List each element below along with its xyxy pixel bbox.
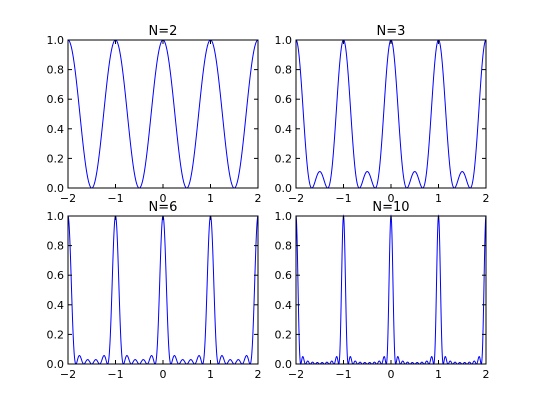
x-tick-label: 1 xyxy=(207,368,214,381)
y-tick-label: 0.6 xyxy=(275,93,293,106)
y-tick-label: 0.0 xyxy=(275,358,293,371)
subplot-title: N=6 xyxy=(149,200,178,215)
y-tick-label: 0.6 xyxy=(275,269,293,282)
x-tick-label: −2 xyxy=(288,192,304,205)
x-tick-label: 0 xyxy=(160,368,167,381)
y-tick-label: 1.0 xyxy=(275,34,293,47)
x-tick-label: 2 xyxy=(255,368,262,381)
subplot-n2: N=2 −2 −1 0 1 2 0.0 0.2 0.4 0.6 0.8 1.0 xyxy=(47,24,262,205)
axes-frame xyxy=(67,39,259,189)
y-tick-label: 0.8 xyxy=(275,64,293,77)
subplot-n3: N=3 −2 −1 0 1 2 0.0 0.2 0.4 0.6 0.8 1.0 xyxy=(275,24,490,205)
y-tick-label: 1.0 xyxy=(275,210,293,223)
x-tick-label: 1 xyxy=(435,368,442,381)
x-tick-label: −1 xyxy=(107,192,123,205)
y-tick-label: 0.4 xyxy=(47,123,65,136)
x-tick-label: 0 xyxy=(388,192,395,205)
x-tick-label: −2 xyxy=(60,368,76,381)
y-tick-label: 0.2 xyxy=(47,152,65,165)
y-tick-label: 0.8 xyxy=(47,64,65,77)
y-tick-label: 0.0 xyxy=(47,182,65,195)
axes-frame xyxy=(295,39,487,189)
x-tick-label: −1 xyxy=(335,368,351,381)
x-tick-label: 2 xyxy=(483,368,490,381)
y-tick-label: 0.8 xyxy=(275,240,293,253)
x-tick-label: −2 xyxy=(60,192,76,205)
series-line xyxy=(295,39,487,189)
axes-frame xyxy=(295,215,487,365)
x-tick-label: 1 xyxy=(435,192,442,205)
y-tick-label: 1.0 xyxy=(47,34,65,47)
subplot-title: N=2 xyxy=(149,24,178,39)
y-tick-label: 0.0 xyxy=(47,358,65,371)
x-tick-label: −1 xyxy=(107,368,123,381)
x-tick-label: −1 xyxy=(335,192,351,205)
y-tick-label: 0.4 xyxy=(47,299,65,312)
y-tick-label: 0.8 xyxy=(47,240,65,253)
y-tick-label: 0.6 xyxy=(47,269,65,282)
y-tick-label: 0.6 xyxy=(47,93,65,106)
x-tick-label: −2 xyxy=(288,368,304,381)
y-tick-label: 0.4 xyxy=(275,299,293,312)
x-tick-label: 1 xyxy=(207,192,214,205)
x-tick-label: 2 xyxy=(255,192,262,205)
x-tick-label: 0 xyxy=(160,192,167,205)
y-tick-label: 0.2 xyxy=(47,328,65,341)
subplot-title: N=3 xyxy=(377,24,406,39)
x-tick-label: 0 xyxy=(388,368,395,381)
y-tick-label: 0.2 xyxy=(275,152,293,165)
series-line xyxy=(295,214,487,365)
subplot-title: N=10 xyxy=(372,200,409,215)
y-tick-label: 0.4 xyxy=(275,123,293,136)
series-line xyxy=(67,215,259,365)
x-tick-label: 2 xyxy=(483,192,490,205)
series-line xyxy=(67,39,259,189)
y-tick-label: 0.2 xyxy=(275,328,293,341)
y-tick-label: 1.0 xyxy=(47,210,65,223)
axes-frame xyxy=(67,215,259,365)
subplot-n6: N=6 −2 −1 0 1 2 0.0 0.2 0.4 0.6 0.8 1.0 xyxy=(47,200,262,381)
subplot-n10: N=10 −2 −1 0 1 2 0.0 0.2 0.4 0.6 0.8 1.0 xyxy=(275,200,490,381)
y-tick-label: 0.0 xyxy=(275,182,293,195)
